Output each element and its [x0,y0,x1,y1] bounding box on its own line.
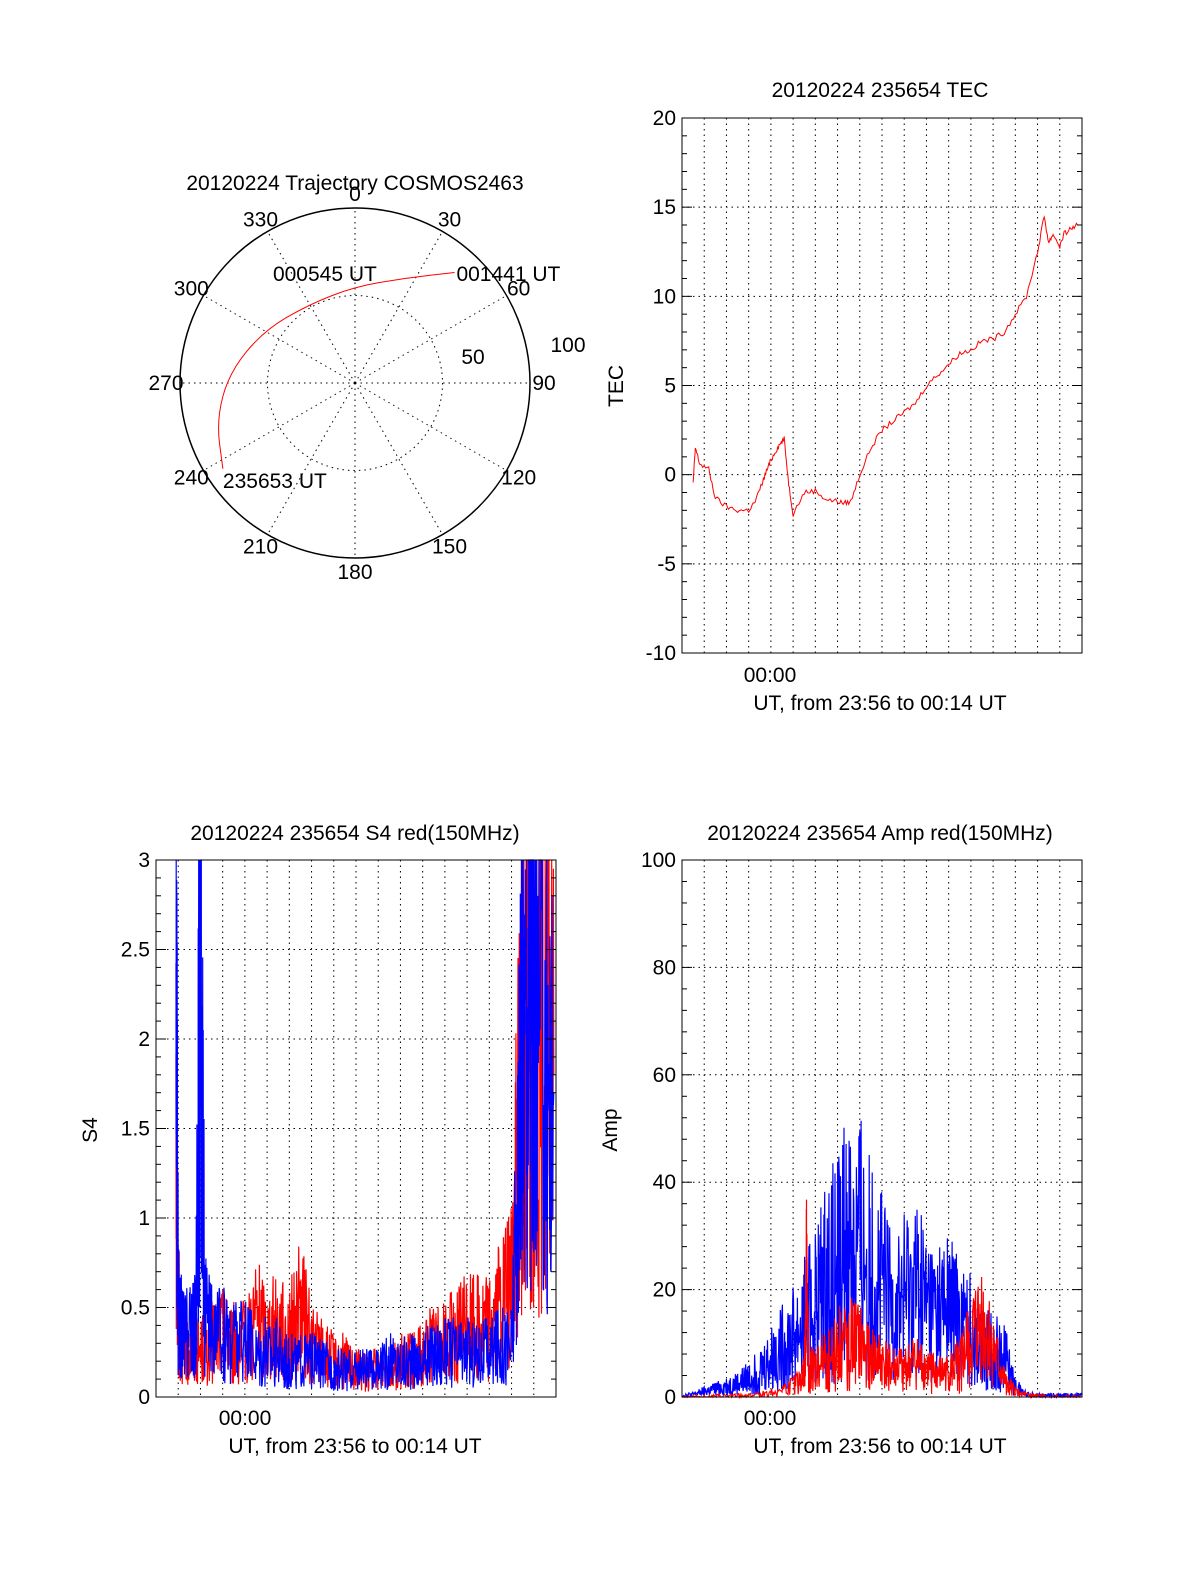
p3-series-line-1 [681,1199,1082,1400]
polar-azimuth-label: 270 [148,372,183,395]
tec-series [692,215,1079,517]
amp-plot: 20120224 235654 Amp red(150MHz) 0 20 40 60 8… [599,822,1083,1458]
polar-azimuth-label: 210 [243,536,278,559]
y-tick-label: 15 [653,196,676,219]
y-tick-label: 20 [653,1279,676,1302]
polar-spoke [354,295,507,384]
y-tick-label: 1 [138,1207,150,1230]
polar-azimuth-label: 90 [532,372,555,395]
polar-annotation: 001441 UT [456,263,560,286]
y-tick-label: 20 [653,107,676,130]
tec-grid [682,118,1082,653]
amp-frame [681,859,1083,1398]
s4-plot: 20120224 235654 S4 red(150MHz) 0 0.5 1 1.5 2… [79,822,557,1458]
y-tick-label: -10 [646,642,676,665]
y-tick-label: 80 [653,956,676,979]
p2-series-line-1 [175,859,555,1392]
polar-azimuth-label: 240 [174,467,209,490]
tec-frame [681,117,1083,654]
polar-azimuth-label: 300 [174,278,209,301]
amp-title: 20120224 235654 Amp red(150MHz) [707,822,1053,845]
polar-trajectory-plot: 20120224 Trajectory COSMOS2463 0 30 60 90 12… [148,172,585,584]
y-tick-label: 0.5 [121,1297,150,1320]
polar-spoke [267,231,356,384]
polar-grid [179,207,531,559]
polar-title: 20120224 Trajectory COSMOS2463 [186,172,523,195]
polar-azimuth-label: 150 [432,536,467,559]
amp-y-axis-label: Amp [599,1108,622,1151]
polar-spoke [267,382,356,535]
polar-azimuth-label: 180 [337,561,372,584]
amp-grid [682,860,1082,1397]
y-tick-label: 1.5 [121,1118,150,1141]
amp-series [681,1120,1083,1400]
y-tick-label: 40 [653,1171,676,1194]
s4-x-axis-label: UT, from 23:56 to 00:14 UT [228,1435,481,1458]
polar-annotation: 235653 UT [223,470,327,493]
y-tick-label: 0 [664,464,676,487]
polar-ring-label: 100 [550,334,585,357]
s4-y-ticks: 0 0.5 1 1.5 2 2.5 3 [121,849,556,1409]
polar-outer-ring [179,207,531,559]
s4-x-tick-label: 00:00 [219,1407,272,1430]
polar-azimuth-labels: 0 30 60 90 120 150 180 210 240 270 300 330 50 100 [148,183,585,584]
tec-y-axis-label: TEC [605,365,628,407]
tec-x-axis-label: UT, from 23:56 to 00:14 UT [753,692,1006,715]
amp-y-ticks: 0 20 40 60 80 100 [641,849,1082,1409]
y-tick-label: 60 [653,1064,676,1087]
y-tick-label: 0 [664,1386,676,1409]
polar-spoke [354,382,507,471]
amp-x-axis-label: UT, from 23:56 to 00:14 UT [753,1435,1006,1458]
p1-series-line-0 [692,215,1079,517]
tec-y-ticks: -10 -5 0 5 10 15 20 [646,107,1082,665]
y-tick-label: 3 [138,849,150,872]
amp-x-tick-label: 00:00 [744,1407,797,1430]
tec-x-tick-label: 00:00 [744,664,797,687]
y-tick-label: 100 [641,849,676,872]
y-tick-label: 10 [653,285,676,308]
polar-inner-ring [267,295,443,471]
polar-ring-label: 50 [461,346,484,369]
polar-annotation: 000545 UT [273,263,377,286]
s4-title: 20120224 235654 S4 red(150MHz) [190,822,519,845]
y-tick-label: 5 [664,375,676,398]
polar-azimuth-label: 0 [349,183,361,206]
polar-azimuth-label: 120 [501,467,536,490]
s4-series [175,859,555,1392]
polar-spoke [203,382,356,471]
polar-annotations: 235653 UT 000545 UT 001441 UT [223,263,561,493]
polar-azimuth-label: 60 [507,278,530,301]
polar-trajectory [218,271,455,469]
polar-azimuth-label: 30 [438,208,461,231]
y-tick-label: -5 [657,553,676,576]
polar-spoke [354,382,443,535]
y-tick-label: 2 [138,1028,150,1051]
polar-azimuth-label: 330 [243,208,278,231]
p3-series-line-0 [681,1120,1083,1400]
trajectory-line [218,271,455,469]
s4-y-axis-label: S4 [79,1117,102,1143]
y-tick-label: 0 [138,1386,150,1409]
y-tick-label: 2.5 [121,939,150,962]
tec-title: 20120224 235654 TEC [772,79,989,102]
